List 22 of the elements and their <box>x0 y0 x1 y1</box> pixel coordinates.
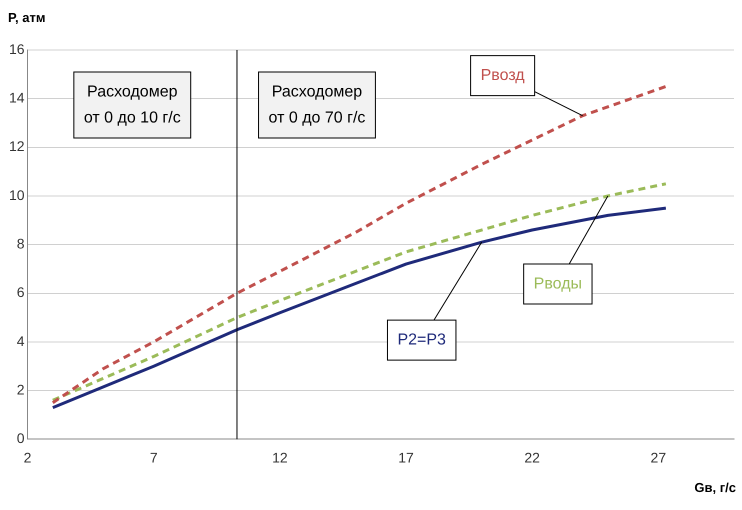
text: Pвозд <box>480 67 526 84</box>
line-series <box>51 84 668 404</box>
x-tick-label: 17 <box>398 449 414 466</box>
text: P2=P3 <box>397 332 446 349</box>
annotation: Расходомер от 0 до 70 г/с <box>268 83 366 126</box>
x-tick-label: 22 <box>524 449 540 466</box>
y-axis-title: P, атм <box>8 10 46 25</box>
x-axis-title: Gв, г/с <box>694 480 736 495</box>
y-tick-label: 16 <box>8 40 25 57</box>
x-tick-label: 7 <box>150 449 158 466</box>
y-tick-label: 12 <box>8 138 25 154</box>
x-tick-label: 27 <box>650 449 666 466</box>
y-tick-label: 4 <box>16 332 25 349</box>
y-tick-label: 0 <box>16 430 25 446</box>
y-tick-label: 2 <box>16 381 25 398</box>
x-tick-label: 12 <box>272 449 288 466</box>
annotation: Расходомер от 0 до 10 г/с <box>84 83 181 126</box>
y-tick-label: 10 <box>8 186 25 203</box>
text: Pводы <box>534 275 582 292</box>
y-tick-label: 6 <box>16 284 25 300</box>
y-tick-label: 8 <box>16 235 25 252</box>
y-tick-label: 14 <box>8 90 25 106</box>
